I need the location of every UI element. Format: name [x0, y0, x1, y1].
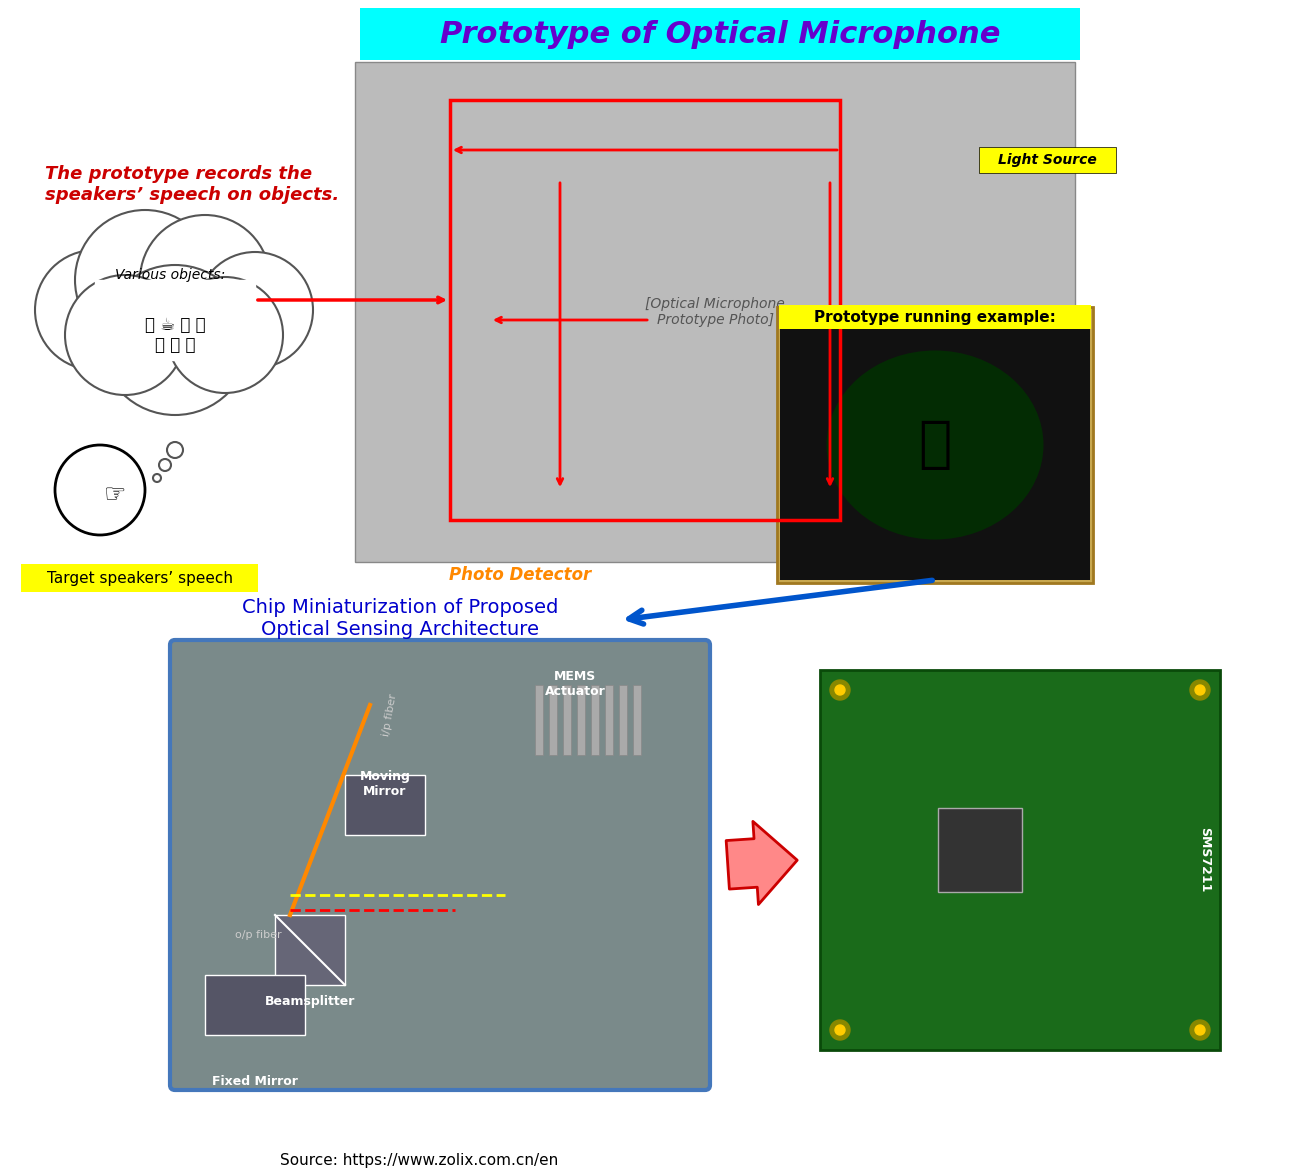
- FancyBboxPatch shape: [978, 147, 1116, 173]
- FancyArrowPatch shape: [726, 821, 798, 904]
- Text: Prototype of Optical Microphone: Prototype of Optical Microphone: [439, 20, 1001, 48]
- Text: Chip Miniaturization of Proposed
Optical Sensing Architecture: Chip Miniaturization of Proposed Optical…: [242, 599, 559, 639]
- Text: Source: https://www.zolix.com.cn/en: Source: https://www.zolix.com.cn/en: [280, 1152, 559, 1168]
- Bar: [633, 684, 641, 755]
- Circle shape: [198, 252, 313, 368]
- Bar: [591, 684, 599, 755]
- FancyBboxPatch shape: [777, 307, 1093, 583]
- Text: i/p fiber: i/p fiber: [382, 693, 399, 737]
- Text: Light Source: Light Source: [998, 153, 1097, 167]
- Bar: [606, 684, 613, 755]
- Circle shape: [55, 445, 145, 535]
- Text: Photo Detector: Photo Detector: [449, 566, 591, 584]
- Bar: [619, 684, 627, 755]
- Circle shape: [153, 474, 161, 482]
- Text: [Optical Microphone
Prototype Photo]: [Optical Microphone Prototype Photo]: [645, 296, 785, 327]
- Bar: [549, 684, 557, 755]
- Circle shape: [831, 680, 850, 700]
- Bar: [450, 100, 840, 520]
- FancyBboxPatch shape: [938, 808, 1022, 893]
- Bar: [95, 280, 255, 360]
- Circle shape: [1190, 1020, 1210, 1040]
- Bar: [535, 684, 543, 755]
- Circle shape: [1196, 684, 1205, 695]
- FancyBboxPatch shape: [820, 670, 1220, 1050]
- FancyBboxPatch shape: [21, 564, 258, 592]
- FancyBboxPatch shape: [170, 640, 710, 1090]
- Circle shape: [167, 278, 283, 393]
- Text: o/p fiber: o/p fiber: [235, 930, 281, 940]
- Circle shape: [65, 275, 184, 395]
- Text: Various objects:: Various objects:: [115, 268, 225, 282]
- Text: Moving
Mirror: Moving Mirror: [360, 770, 411, 799]
- Bar: [562, 684, 572, 755]
- Ellipse shape: [827, 350, 1044, 540]
- Bar: [205, 975, 305, 1035]
- Circle shape: [99, 265, 250, 415]
- Text: ☞: ☞: [103, 483, 126, 507]
- Circle shape: [831, 1020, 850, 1040]
- Circle shape: [167, 442, 183, 457]
- Circle shape: [75, 211, 215, 350]
- Text: MEMS
Actuator: MEMS Actuator: [544, 670, 606, 699]
- Circle shape: [1190, 680, 1210, 700]
- Circle shape: [835, 684, 845, 695]
- Circle shape: [835, 1025, 845, 1035]
- Text: Beamsplitter: Beamsplitter: [264, 995, 356, 1008]
- FancyBboxPatch shape: [780, 305, 1091, 329]
- Text: Prototype running example:: Prototype running example:: [814, 309, 1056, 325]
- Bar: [345, 775, 425, 835]
- Text: 🧱 ☕ 🌿 🏮
🎭 🪑 📦: 🧱 ☕ 🌿 🏮 🎭 🪑 📦: [145, 315, 205, 354]
- Text: The prototype records the
speakers’ speech on objects.: The prototype records the speakers’ spee…: [44, 165, 339, 203]
- Text: Fixed Mirror: Fixed Mirror: [212, 1075, 298, 1088]
- Circle shape: [160, 459, 171, 472]
- FancyBboxPatch shape: [354, 62, 1075, 562]
- Text: 🟢: 🟢: [918, 417, 952, 472]
- Text: Target speakers’ speech: Target speakers’ speech: [47, 570, 233, 586]
- FancyBboxPatch shape: [360, 8, 1080, 60]
- FancyBboxPatch shape: [780, 310, 1090, 580]
- Text: SMS7211: SMS7211: [1198, 827, 1211, 893]
- Circle shape: [1196, 1025, 1205, 1035]
- Circle shape: [140, 215, 269, 345]
- Circle shape: [35, 250, 156, 370]
- Polygon shape: [275, 915, 345, 985]
- Bar: [577, 684, 585, 755]
